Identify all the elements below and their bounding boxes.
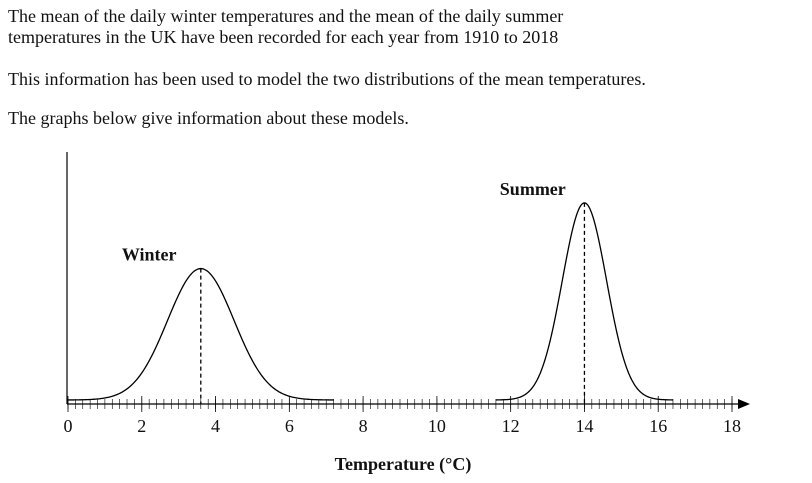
- paragraph: The graphs below give information about …: [8, 108, 409, 128]
- axis-arrow: [738, 399, 750, 409]
- paragraph: The mean of the daily winter temperature…: [8, 6, 563, 26]
- x-tick-label: 8: [359, 416, 368, 436]
- x-tick-label: 12: [502, 416, 520, 436]
- curve-label: Winter: [122, 245, 177, 265]
- x-tick-label: 0: [64, 416, 73, 436]
- x-tick-label: 2: [137, 416, 146, 436]
- x-tick-label: 6: [285, 416, 294, 436]
- curve-label: Summer: [500, 179, 566, 199]
- x-tick-label: 18: [723, 416, 741, 436]
- x-tick-label: 14: [575, 416, 593, 436]
- x-tick-label: 10: [428, 416, 446, 436]
- density-curve: [67, 267, 334, 401]
- x-tick-label: 16: [649, 416, 667, 436]
- x-axis-label: Temperature (°C): [335, 454, 472, 475]
- paragraph: temperatures in the UK have been recorde…: [8, 27, 558, 47]
- paragraph: This information has been used to model …: [8, 69, 646, 89]
- x-tick-label: 4: [211, 416, 220, 436]
